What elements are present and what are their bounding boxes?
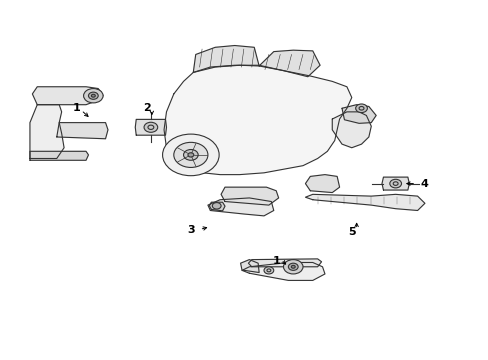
Polygon shape [331,112,370,148]
Circle shape [144,122,158,132]
Circle shape [291,265,295,268]
Circle shape [283,260,303,274]
Polygon shape [240,260,259,273]
Circle shape [183,149,198,160]
Circle shape [88,92,98,99]
Polygon shape [248,259,321,267]
Circle shape [355,104,366,113]
Polygon shape [163,65,351,175]
Circle shape [91,94,95,97]
Polygon shape [32,87,103,105]
Circle shape [173,142,207,167]
Text: 2: 2 [143,103,150,113]
Polygon shape [305,175,339,193]
Polygon shape [193,45,259,72]
Circle shape [212,203,221,209]
Polygon shape [259,50,320,77]
Text: 1: 1 [272,256,280,266]
Polygon shape [207,198,273,216]
Circle shape [187,153,193,157]
Text: 5: 5 [347,227,355,237]
Polygon shape [381,177,408,190]
Polygon shape [221,187,278,205]
Circle shape [162,134,219,176]
Polygon shape [135,120,166,135]
Polygon shape [30,151,88,160]
Circle shape [389,179,401,188]
Polygon shape [341,105,375,123]
Polygon shape [242,262,325,280]
Polygon shape [305,194,424,211]
Polygon shape [203,144,217,157]
Circle shape [264,267,273,274]
Text: 1: 1 [72,103,80,113]
Text: 3: 3 [187,225,194,235]
Circle shape [83,89,103,103]
Polygon shape [209,202,224,211]
Text: 4: 4 [420,179,428,189]
Circle shape [288,263,298,270]
Polygon shape [30,105,64,158]
Polygon shape [57,123,108,139]
